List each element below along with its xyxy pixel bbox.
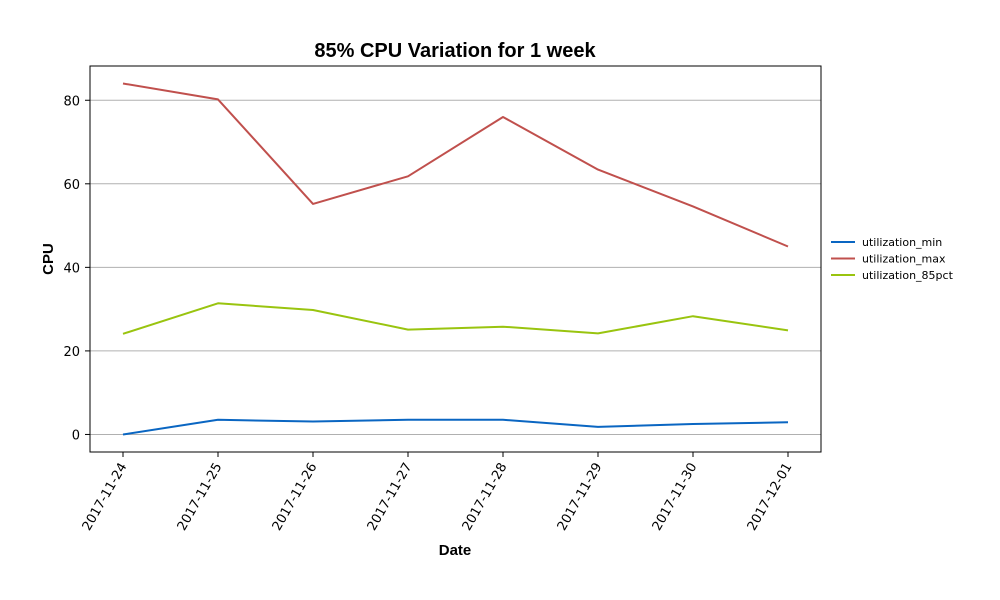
y-tick-label: 80 (63, 94, 80, 109)
legend-label: utilization_85pct (862, 269, 954, 282)
y-tick-label: 60 (63, 178, 80, 193)
x-tick-label: 2017-11-24 (80, 461, 131, 534)
plot-frame (89, 65, 822, 453)
x-axis-label: Date (439, 542, 472, 559)
grid-lines (90, 99, 821, 435)
series-lines (122, 82, 789, 436)
legend-label: utilization_max (862, 253, 946, 266)
x-tick-label: 2017-11-25 (175, 461, 226, 534)
chart-title: 85% CPU Variation for 1 week (314, 40, 596, 62)
y-axis: 0 20 40 60 80 (63, 94, 90, 443)
series-line-utilization_max (122, 82, 789, 248)
x-tick-label: 2017-11-27 (365, 461, 416, 534)
y-tick-label: 0 (72, 428, 80, 443)
x-tick-label: 2017-12-01 (745, 461, 796, 534)
series-line-utilization_85pct (122, 302, 789, 335)
series-line-utilization_min (122, 418, 789, 436)
x-axis: 2017-11-24 2017-11-25 2017-11-26 2017-11-27… (80, 452, 796, 534)
x-tick-label: 2017-11-30 (650, 461, 701, 534)
x-tick-label: 2017-11-29 (555, 461, 606, 534)
x-tick-label: 2017-11-28 (460, 461, 511, 534)
x-tick-label: 2017-11-26 (270, 461, 321, 534)
legend: utilization_min utilization_max utilizatio… (831, 236, 954, 282)
legend-label: utilization_min (862, 236, 942, 249)
y-tick-label: 20 (63, 345, 80, 360)
y-tick-label: 40 (63, 261, 80, 276)
y-axis-label: CPU (40, 243, 57, 275)
